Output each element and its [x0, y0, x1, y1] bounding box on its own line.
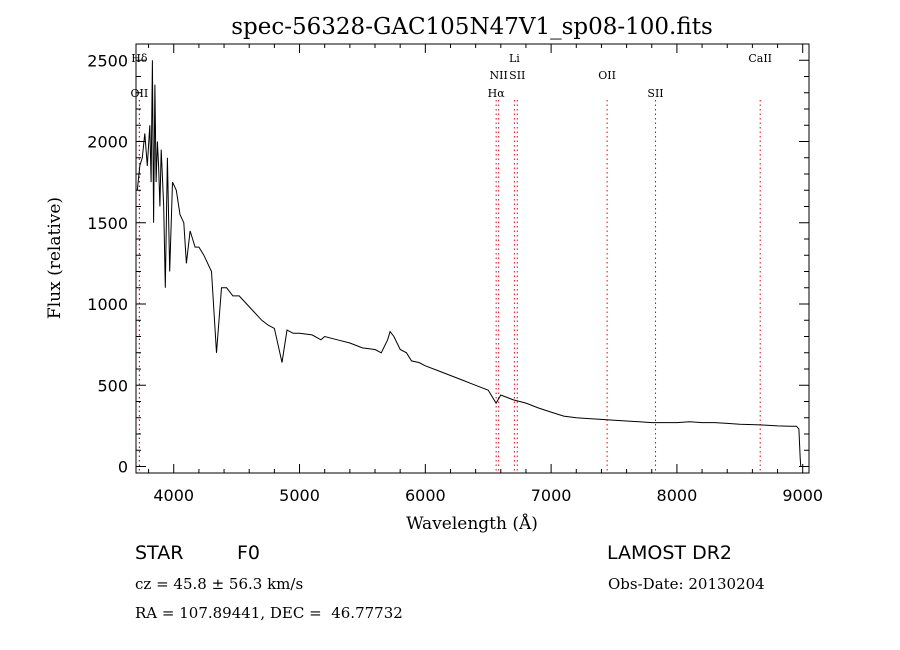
- spectral-line-label: SII: [647, 87, 663, 100]
- object-class: STAR: [135, 542, 184, 564]
- y-tick-label: 2500: [87, 51, 128, 70]
- x-tick-label: 7000: [531, 486, 572, 505]
- y-axis-label: Flux (relative): [45, 197, 65, 319]
- axis-ticks: 4000 5000 6000 7000 8000 9000 0 500 1000 1500 2000…: [87, 44, 823, 505]
- chart-title: spec-56328-GAC105N47V1_sp08-100.fits: [231, 14, 713, 40]
- x-axis-label: Wavelength (Å): [406, 513, 538, 534]
- y-tick-label: 500: [97, 376, 128, 395]
- redshift-velocity: cz = 45.8 ± 56.3 km/s: [135, 575, 304, 593]
- y-tick-label: 2000: [87, 133, 128, 152]
- observation-date: Obs-Date: 20130204: [608, 575, 765, 593]
- x-tick-label: 9000: [782, 486, 823, 505]
- x-tick-label: 8000: [657, 486, 698, 505]
- y-tick-label: 0: [118, 458, 128, 477]
- spectral-line-label: OII: [131, 87, 149, 100]
- y-tick-label: 1000: [87, 295, 128, 314]
- survey-name: LAMOST DR2: [607, 542, 732, 564]
- plot-frame: [135, 43, 810, 474]
- spectrum-line: [136, 60, 802, 467]
- spectral-line-label: NII: [490, 69, 508, 82]
- sky-coordinates: RA = 107.89441, DEC = 46.77732: [135, 604, 403, 622]
- object-subclass: F0: [237, 542, 261, 564]
- y-tick-label: 1500: [87, 214, 128, 233]
- spectral-line-label: Hδ: [131, 52, 148, 65]
- spectral-line-label: OII: [598, 69, 616, 82]
- x-tick-label: 4000: [153, 486, 194, 505]
- spectral-line-label: CaII: [748, 52, 772, 65]
- x-tick-label: 5000: [279, 486, 320, 505]
- x-tick-label: 6000: [405, 486, 446, 505]
- spectral-line-label: Hα: [488, 87, 506, 100]
- spectral-line-label: SII: [509, 69, 525, 82]
- spectral-line-label: Li: [509, 52, 520, 65]
